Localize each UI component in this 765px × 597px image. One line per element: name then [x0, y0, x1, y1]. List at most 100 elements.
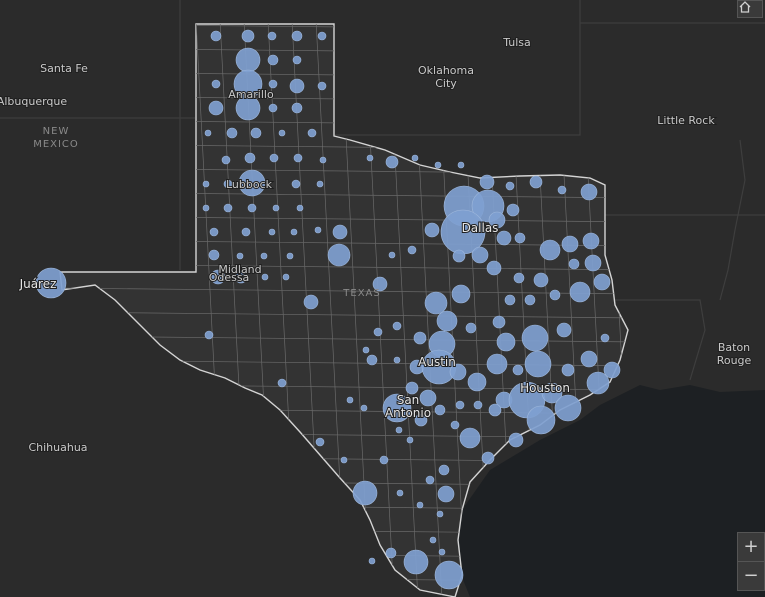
county-bubble[interactable]	[238, 169, 266, 197]
county-bubble[interactable]	[436, 510, 444, 518]
county-bubble[interactable]	[236, 252, 244, 260]
county-bubble[interactable]	[411, 154, 419, 162]
county-bubble[interactable]	[557, 185, 567, 195]
county-bubble[interactable]	[434, 560, 464, 590]
county-bubble[interactable]	[368, 557, 376, 565]
county-bubble[interactable]	[438, 464, 450, 476]
county-bubble[interactable]	[424, 291, 448, 315]
county-bubble[interactable]	[315, 437, 325, 447]
county-bubble[interactable]	[373, 327, 383, 337]
county-bubble[interactable]	[429, 536, 437, 544]
county-bubble[interactable]	[508, 432, 524, 448]
county-bubble[interactable]	[533, 272, 549, 288]
county-bubble[interactable]	[452, 249, 466, 263]
county-bubble[interactable]	[407, 245, 417, 255]
county-bubble[interactable]	[569, 281, 591, 303]
county-bubble[interactable]	[366, 354, 378, 366]
county-bubble[interactable]	[549, 289, 561, 301]
county-bubble[interactable]	[379, 455, 389, 465]
county-bubble[interactable]	[303, 294, 319, 310]
county-bubble[interactable]	[307, 128, 317, 138]
county-bubble[interactable]	[250, 127, 262, 139]
county-bubble[interactable]	[268, 103, 278, 113]
county-bubble[interactable]	[600, 333, 610, 343]
county-bubble[interactable]	[434, 161, 442, 169]
county-bubble[interactable]	[314, 226, 322, 234]
county-bubble[interactable]	[235, 47, 261, 73]
county-bubble[interactable]	[459, 427, 481, 449]
county-bubble[interactable]	[405, 381, 419, 395]
county-bubble[interactable]	[473, 400, 483, 410]
county-bubble[interactable]	[221, 155, 231, 165]
county-bubble[interactable]	[396, 489, 404, 497]
county-bubble[interactable]	[580, 183, 598, 201]
county-bubble[interactable]	[241, 227, 251, 237]
county-bubble[interactable]	[434, 404, 446, 416]
county-bubble[interactable]	[352, 480, 378, 506]
county-bubble[interactable]	[496, 230, 512, 246]
county-bubble[interactable]	[586, 371, 610, 395]
county-bubble[interactable]	[424, 222, 440, 238]
county-bubble[interactable]	[385, 155, 399, 169]
county-bubble[interactable]	[561, 363, 575, 377]
county-bubble[interactable]	[505, 181, 515, 191]
county-bubble[interactable]	[385, 547, 397, 559]
county-bubble[interactable]	[268, 228, 276, 236]
county-bubble[interactable]	[277, 378, 287, 388]
county-bubble[interactable]	[272, 204, 280, 212]
county-bubble[interactable]	[471, 246, 489, 264]
county-bubble[interactable]	[360, 404, 368, 412]
county-bubble[interactable]	[317, 31, 327, 41]
county-bubble[interactable]	[504, 294, 516, 306]
county-bubble[interactable]	[211, 79, 221, 89]
county-bubble[interactable]	[388, 251, 396, 259]
county-bubble[interactable]	[362, 346, 370, 354]
county-bubble[interactable]	[554, 394, 582, 422]
county-bubble[interactable]	[425, 475, 435, 485]
county-bubble[interactable]	[486, 260, 502, 276]
county-bubble[interactable]	[202, 180, 210, 188]
county-bubble[interactable]	[382, 393, 412, 423]
county-bubble[interactable]	[244, 152, 256, 164]
county-bubble[interactable]	[529, 175, 543, 189]
county-bubble[interactable]	[290, 228, 298, 236]
county-bubble[interactable]	[289, 78, 305, 94]
county-bubble[interactable]	[327, 243, 351, 267]
county-bubble[interactable]	[524, 294, 536, 306]
county-bubble[interactable]	[35, 267, 67, 299]
county-bubble[interactable]	[261, 273, 269, 281]
county-bubble[interactable]	[210, 30, 222, 42]
county-bubble[interactable]	[521, 324, 549, 352]
county-bubble[interactable]	[568, 258, 580, 270]
county-bubble[interactable]	[465, 322, 477, 334]
county-bubble[interactable]	[419, 389, 437, 407]
county-bubble[interactable]	[488, 211, 506, 229]
county-bubble[interactable]	[291, 30, 303, 42]
county-bubble[interactable]	[268, 79, 278, 89]
county-bubble[interactable]	[455, 400, 465, 410]
county-bubble[interactable]	[582, 232, 600, 250]
county-bubble[interactable]	[526, 405, 556, 435]
county-bubble[interactable]	[395, 426, 403, 434]
county-bubble[interactable]	[593, 273, 611, 291]
county-bubble[interactable]	[209, 227, 219, 237]
county-bubble[interactable]	[416, 501, 424, 509]
county-bubble[interactable]	[267, 54, 279, 66]
county-bubble[interactable]	[514, 232, 526, 244]
county-bubble[interactable]	[346, 396, 354, 404]
county-bubble[interactable]	[278, 129, 286, 137]
zoom-in-button[interactable]: +	[743, 536, 759, 557]
county-bubble[interactable]	[267, 31, 277, 41]
county-bubble[interactable]	[580, 350, 598, 368]
county-bubble[interactable]	[317, 81, 327, 91]
county-bubble[interactable]	[291, 179, 301, 189]
county-bubble[interactable]	[524, 350, 552, 378]
county-bubble[interactable]	[492, 315, 506, 329]
county-bubble[interactable]	[450, 420, 460, 430]
county-bubble[interactable]	[269, 153, 279, 163]
county-bubble[interactable]	[235, 95, 261, 121]
county-bubble[interactable]	[202, 204, 210, 212]
county-bubble[interactable]	[260, 252, 268, 260]
county-bubble[interactable]	[296, 204, 304, 212]
